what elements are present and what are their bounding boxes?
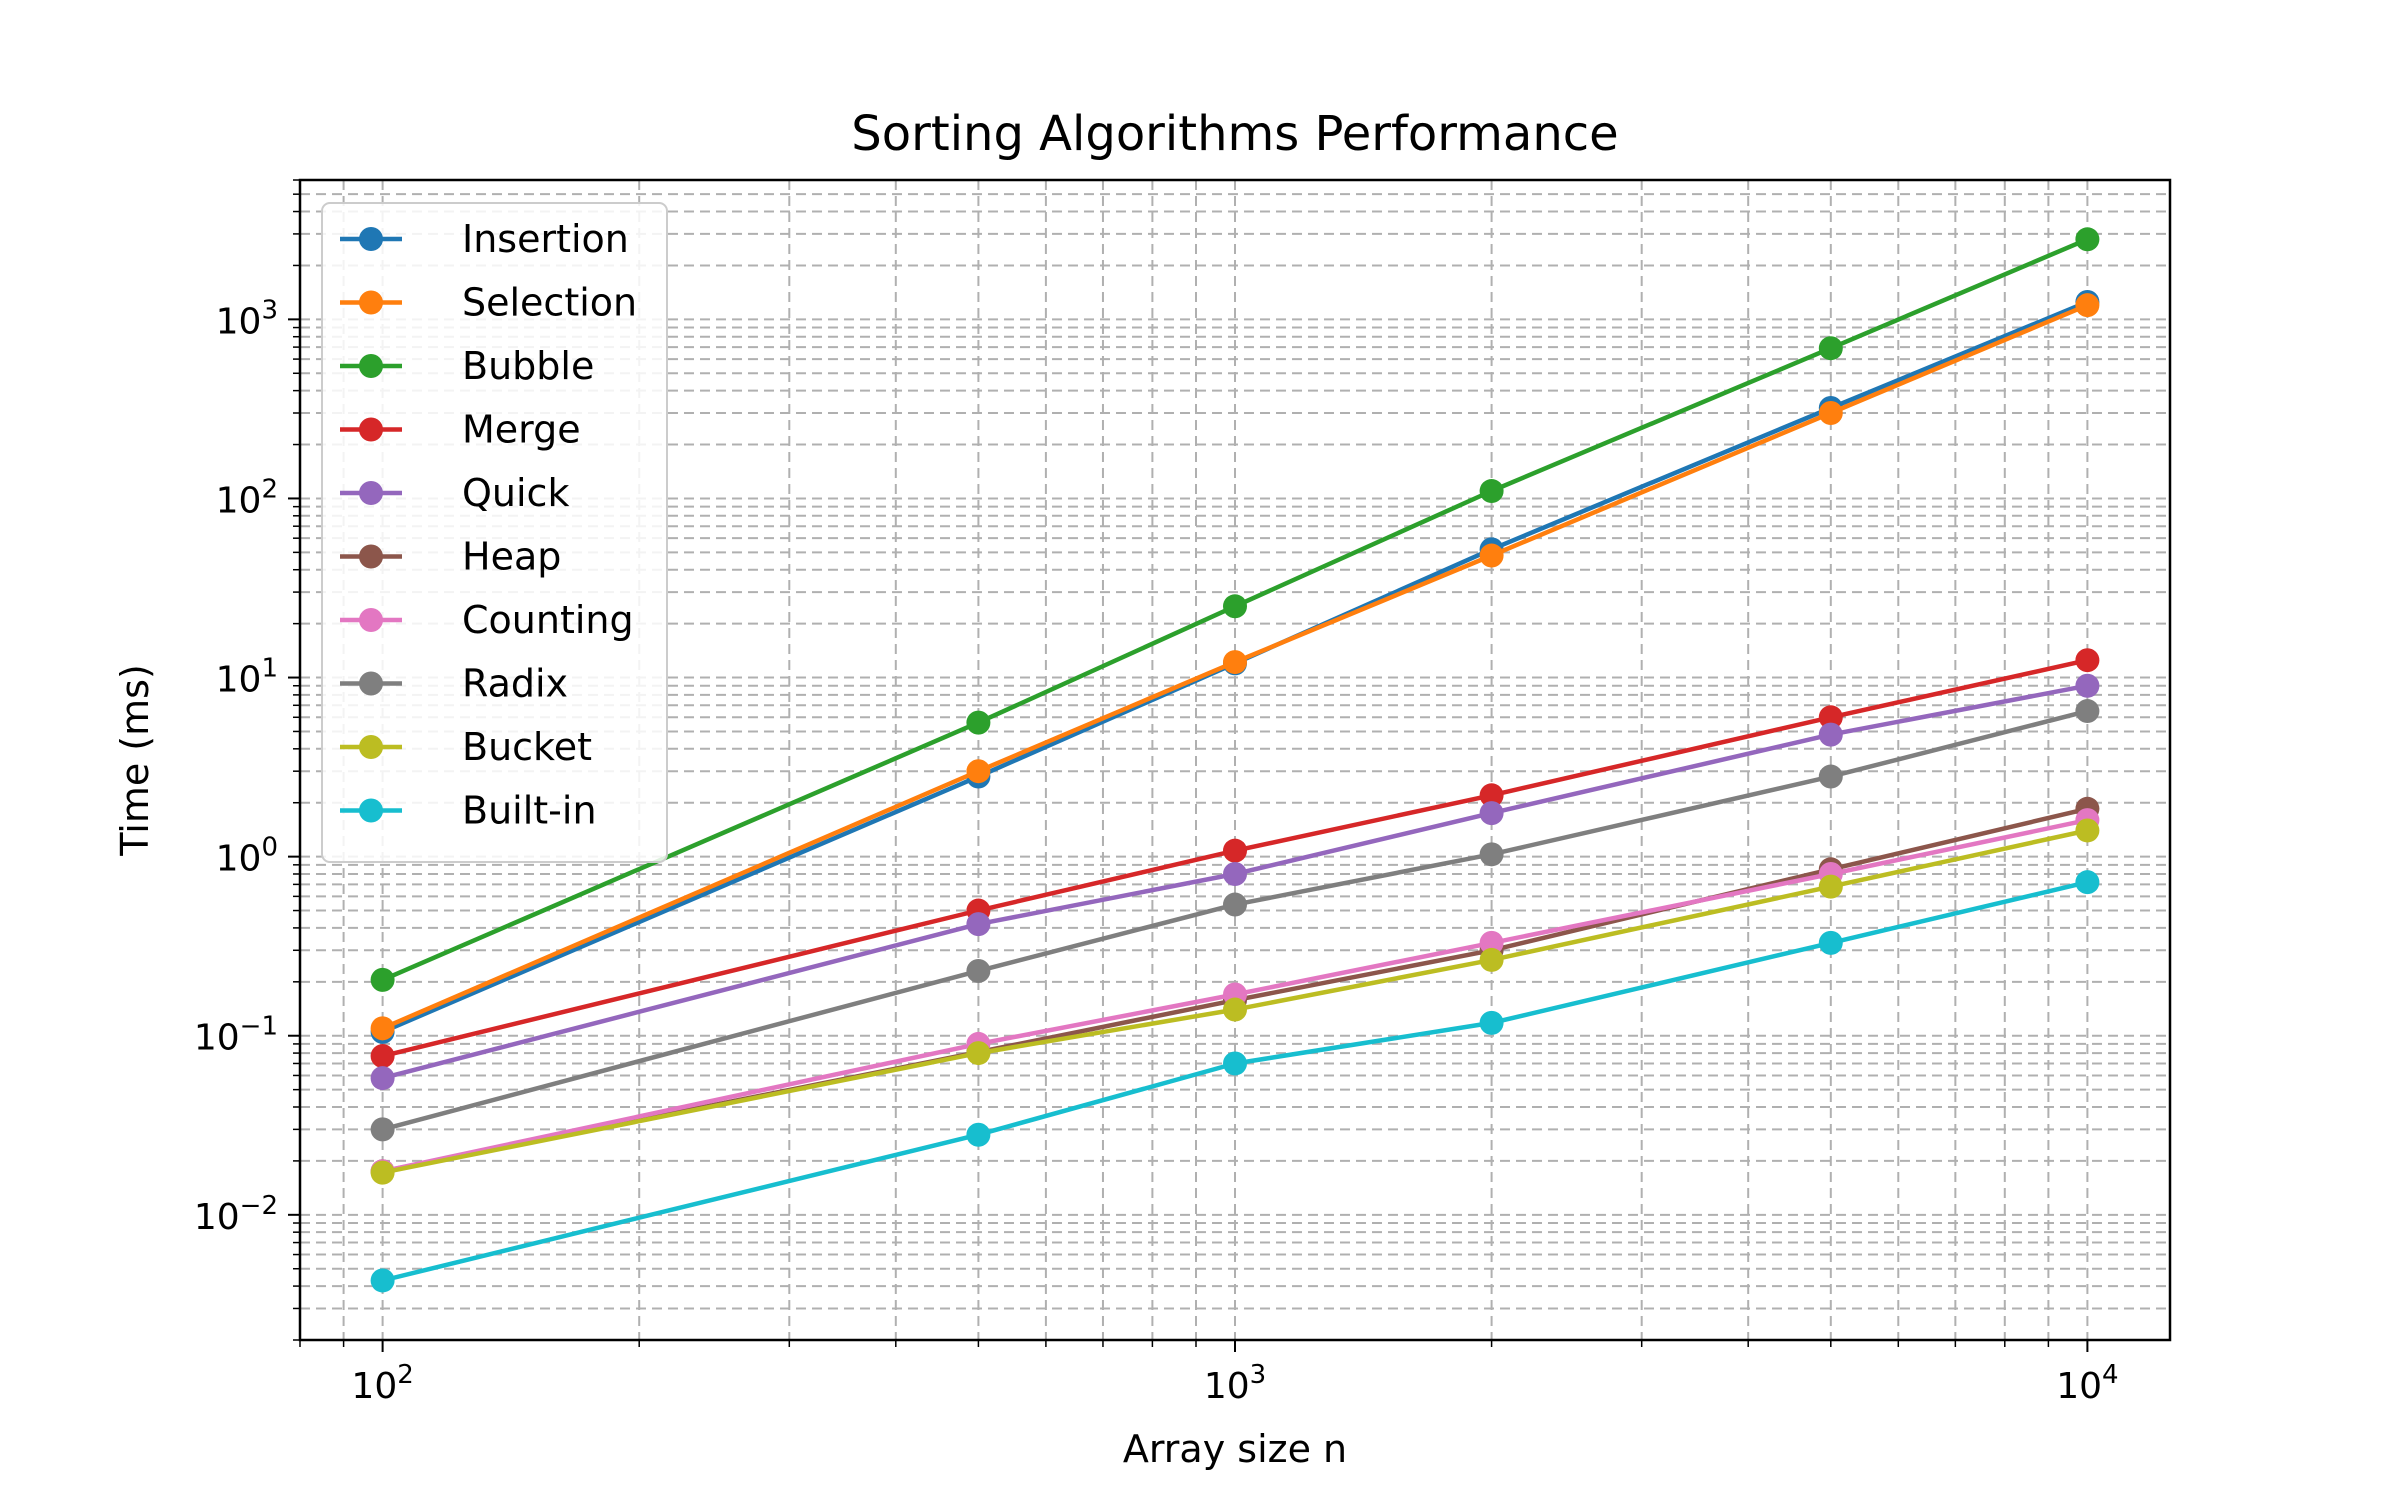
legend-label: Selection [462,281,637,325]
y-tick-label: 102 [216,474,278,521]
series-line [382,880,2088,1283]
axis-ticks: 102 103 104 10−2 10−1 100 101 102 103 [194,179,2119,1407]
data-point [1479,783,1504,808]
series-line [381,303,2089,1031]
data-point [1818,764,1843,789]
data-point [966,912,991,937]
series-line [382,828,2088,1175]
data-point [1223,594,1247,619]
legend-swatch-marker [359,671,383,696]
data-point [1818,874,1843,899]
series-bucket [370,818,2100,1185]
legend-label: Quick [462,471,569,515]
legend: Insertion Selection Bubble Merge Quick Heap Co… [321,202,668,863]
data-point [370,1044,395,1069]
legend-swatch-marker [359,354,383,378]
series-bubble [370,227,2100,992]
legend-label: Counting [462,598,634,642]
data-point [370,1066,395,1091]
data-point [966,1041,991,1066]
data-point [1479,801,1504,826]
series-layer [370,227,2100,1293]
data-point [1818,930,1843,955]
series-line [382,817,2088,1174]
series-built-in [370,870,2100,1293]
legend-swatch-marker [359,417,383,442]
data-point [1223,892,1247,917]
legend-swatch-marker [359,481,383,505]
chart-title: Sorting Algorithms Performance [851,106,1618,162]
data-point [1479,543,1504,568]
legend-swatch-marker [359,735,383,759]
series-line [382,658,2088,1059]
data-point [1223,861,1247,886]
series-line [381,237,2089,982]
y-tick-label: 10−2 [194,1191,278,1238]
legend-swatch-marker [359,227,383,251]
y-tick-label: 103 [216,295,278,342]
y-axis-label: Time (ms) [113,664,157,857]
data-point [1479,947,1504,972]
data-point [370,1160,395,1185]
legend-swatch-marker [359,798,383,823]
data-point [2075,870,2100,895]
legend-label: Merge [462,408,581,452]
data-point [966,759,991,784]
data-point [1223,838,1247,863]
legend-label: Bucket [462,725,592,769]
series-quick [370,673,2100,1091]
data-point [1818,336,1843,361]
data-point [1818,705,1843,730]
legend-swatch-marker [359,608,383,632]
data-point [1223,650,1247,675]
data-point [1818,722,1843,747]
series-merge [370,648,2100,1069]
x-tick-label: 103 [1204,1360,1266,1407]
y-tick-label: 101 [216,654,278,701]
data-point [370,1016,395,1041]
data-point [370,967,395,992]
data-point [370,1268,395,1293]
x-tick-label: 104 [2056,1360,2118,1407]
legend-label: Heap [462,535,561,579]
legend-label: Built-in [462,789,597,833]
x-axis-label: Array size n [1123,1427,1347,1471]
x-tick-label: 102 [351,1360,413,1407]
data-point [1479,1010,1504,1035]
data-point [2075,818,2100,843]
data-point [966,710,991,735]
data-point [2075,699,2100,724]
legend-label: Radix [462,662,568,706]
y-tick-label: 10−1 [194,1012,278,1059]
data-point [1223,997,1247,1022]
data-point [1479,842,1504,867]
data-point [966,958,991,983]
legend-swatch-marker [359,290,383,315]
data-point [2075,227,2100,252]
data-point [2075,293,2100,318]
series-selection [370,293,2100,1041]
data-point [1223,1051,1247,1076]
series-line [381,299,2089,1034]
legend-box [321,202,668,863]
series-radix [370,699,2100,1142]
legend-swatch-marker [359,544,383,569]
y-tick-label: 100 [216,833,278,880]
data-point [1479,930,1504,955]
data-point [370,1117,395,1142]
data-point [1479,479,1504,504]
data-point [966,1122,991,1147]
data-point [2075,673,2100,698]
data-point [2075,648,2100,673]
data-point [1818,401,1843,426]
legend-label: Insertion [462,217,629,261]
series-line [382,708,2088,1132]
legend-label: Bubble [462,344,594,388]
series-line [382,683,2088,1081]
